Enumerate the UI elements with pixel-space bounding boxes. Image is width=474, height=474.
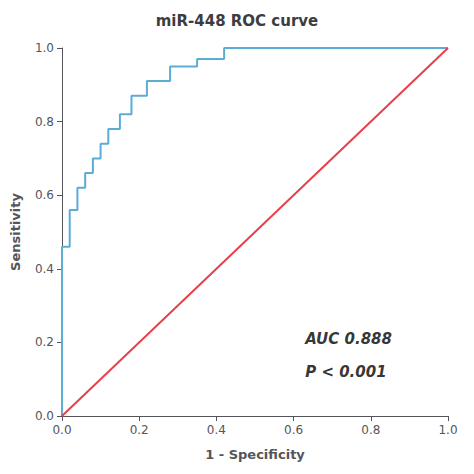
svg-text:1.0: 1.0 (35, 41, 54, 55)
svg-text:0.0: 0.0 (52, 423, 71, 437)
svg-text:AUC 0.888: AUC 0.888 (304, 330, 392, 348)
svg-text:0.6: 0.6 (35, 188, 54, 202)
svg-text:0.8: 0.8 (361, 423, 380, 437)
svg-text:0.2: 0.2 (35, 335, 54, 349)
svg-text:0.2: 0.2 (130, 423, 149, 437)
svg-text:0.4: 0.4 (35, 262, 54, 276)
svg-text:0.0: 0.0 (35, 409, 54, 423)
svg-text:0.6: 0.6 (284, 423, 303, 437)
svg-text:1 - Specificity: 1 - Specificity (205, 447, 305, 462)
svg-text:0.4: 0.4 (207, 423, 226, 437)
svg-text:1.0: 1.0 (438, 423, 457, 437)
svg-text:miR-448 ROC curve: miR-448 ROC curve (156, 12, 319, 30)
svg-text:0.8: 0.8 (35, 115, 54, 129)
svg-text:Sensitivity: Sensitivity (8, 193, 23, 271)
svg-text:P < 0.001: P < 0.001 (305, 363, 386, 381)
